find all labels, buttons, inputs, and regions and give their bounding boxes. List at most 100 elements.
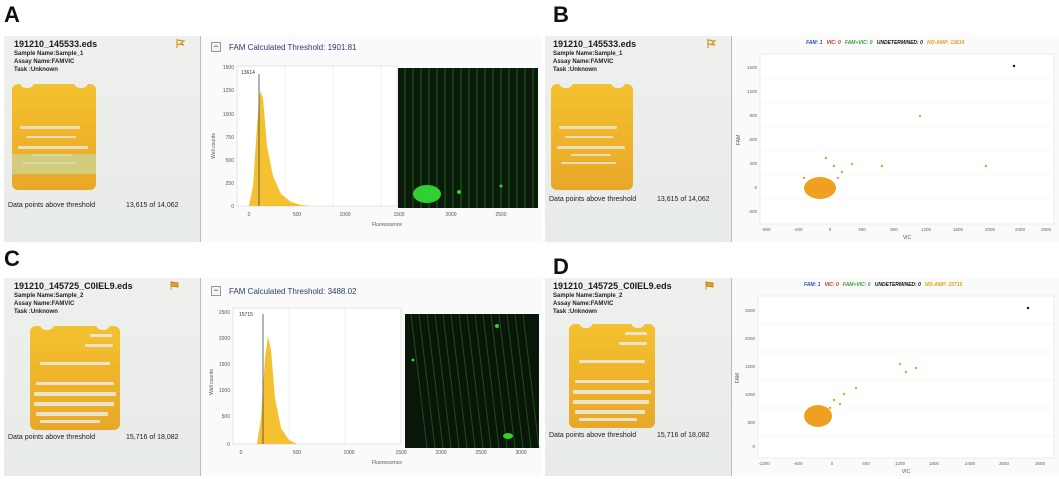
x-tick: 0 [831,461,834,466]
x-tick: 1200 [921,227,932,232]
x-tick: 3000 [999,461,1010,466]
panel-label-a: A [4,2,20,27]
y-tick: 900 [749,113,757,118]
flag-icon[interactable] [176,39,185,48]
y-axis-label: FAM [735,373,741,383]
file-name: 191210_145725_C0IEL9.eds [553,281,672,291]
panel-b: 191210_145533.eds Sample Name:Sample_1 A… [545,36,1059,242]
x-tick: 2500 [495,212,506,218]
panel-c: 191210_145725_C0IEL9.eds Sample Name:Sam… [4,278,542,476]
y-tick: 0 [227,442,230,448]
file-name: 191210_145533.eds [553,39,637,49]
y-tick: 1200 [747,89,758,94]
flag-icon[interactable] [170,281,179,290]
histogram-chart: 15715 2500 2000 1500 1000 500 0 Well cou… [209,307,540,466]
assay-name: Assay Name:FAMVIC [14,59,75,65]
chip-image [12,82,96,190]
scatter-panel: FAM: 1 VIC: 0 FAM+VIC: 0 UNDETERMINED: 0… [732,278,1059,476]
peak-label: 15715 [239,312,253,318]
file-name: 191210_145725_C0IEL9.eds [14,281,133,291]
chip-image [569,322,655,428]
flag-icon[interactable] [707,39,716,48]
y-tick: 500 [747,420,755,425]
x-tick: 1500 [395,450,406,456]
y-tick: 1000 [223,112,234,118]
x-axis-label: VIC [902,469,911,475]
collapse-button[interactable]: − [211,42,221,52]
scatter-chart: 1500 1200 900 600 300 0 -300 FAM -800 -4… [736,53,1055,241]
legend: FAM: 1 VIC: 0 FAM+VIC: 0 UNDETERMINED: 0… [804,282,962,288]
y-tick: 0 [231,204,234,210]
y-tick: 0 [754,185,757,190]
legend: FAM: 1 VIC: 0 FAM+VIC: 0 UNDETERMINED: 0… [806,40,964,46]
x-axis-label: VIC [903,235,912,241]
plate-summary-card: 191210_145533.eds Sample Name:Sample_1 A… [545,36,731,242]
panel-label-d: D [553,254,569,279]
plot-title: FAM Calculated Threshold: 1901.81 [229,43,357,52]
task-label: Task :Unknown [14,67,58,73]
sample-name: Sample Name:Sample_2 [553,293,623,299]
task-label: Task :Unknown [14,309,58,315]
scatter-panel: FAM: 1 VIC: 0 FAM+VIC: 0 UNDETERMINED: 0… [732,36,1059,242]
x-tick: -1200 [758,461,770,466]
chip-empty-wells [34,334,116,423]
file-name: 191210_145533.eds [14,39,98,49]
x-tick: 1000 [339,212,350,218]
y-tick: 2500 [745,308,756,313]
y-tick: 1000 [745,392,756,397]
collapse-button[interactable]: − [211,286,221,296]
histogram-panel: − FAM Calculated Threshold: 3488.02 1571… [201,278,542,476]
chip-image [30,324,120,430]
y-tick: 1500 [219,362,230,368]
panel-label-b: B [553,2,569,27]
y-tick: 1500 [223,65,234,71]
x-tick: 0 [829,227,832,232]
y-tick: 0 [752,444,755,449]
x-tick: 3600 [1035,461,1046,466]
sample-name: Sample Name:Sample_2 [14,293,84,299]
y-tick: 2000 [745,336,756,341]
y-tick: 500 [222,414,231,420]
x-tick: -800 [761,227,771,232]
x-tick: 2400 [965,461,976,466]
x-tick: 500 [293,212,302,218]
legend-fam-vic: FAM+VIC: 0 [844,40,873,46]
legend-undetermined: UNDETERMINED: 0 [874,282,921,288]
x-tick: 2400 [1015,227,1026,232]
x-tick: 400 [858,227,866,232]
legend-vic: VIC: 0 [824,282,839,288]
y-tick: 600 [749,137,757,142]
assay-name: Assay Name:FAMVIC [14,301,75,307]
sample-name: Sample Name:Sample_1 [14,51,84,57]
panel-label-c: C [4,246,20,271]
histogram-bars [249,91,311,206]
x-tick: 1800 [929,461,940,466]
x-tick: 2000 [445,212,456,218]
y-tick: 2500 [219,310,230,316]
x-axis-label: Fluorescence [372,460,402,466]
assay-name: Assay Name:FAMVIC [553,59,614,65]
threshold-label: Data points above threshold [549,432,637,439]
peak-label: 13614 [241,70,255,76]
x-tick: 1200 [895,461,906,466]
y-tick: -300 [748,209,758,214]
x-tick: 0 [240,450,243,456]
histogram-panel: − FAM Calculated Threshold: 1901.81 1361… [201,36,542,242]
y-tick: 2000 [219,336,230,342]
x-tick: 500 [293,450,302,456]
chip-empty-wells [12,126,96,174]
x-tick: 2000 [985,227,996,232]
y-tick: 1500 [747,65,758,70]
x-tick: -400 [793,227,803,232]
plot-title: FAM Calculated Threshold: 3488.02 [229,287,357,296]
x-tick: 1500 [393,212,404,218]
task-label: Task :Unknown [553,67,597,73]
legend-fam: FAM: 1 [806,40,823,46]
x-tick: 600 [862,461,870,466]
flag-icon[interactable] [705,281,714,290]
legend-fam-vic: FAM+VIC: 0 [842,282,871,288]
task-label: Task :Unknown [553,309,597,315]
x-axis-label: Fluorescence [372,222,402,228]
y-axis-label: Well counts [211,133,217,159]
x-tick: 0 [248,212,251,218]
